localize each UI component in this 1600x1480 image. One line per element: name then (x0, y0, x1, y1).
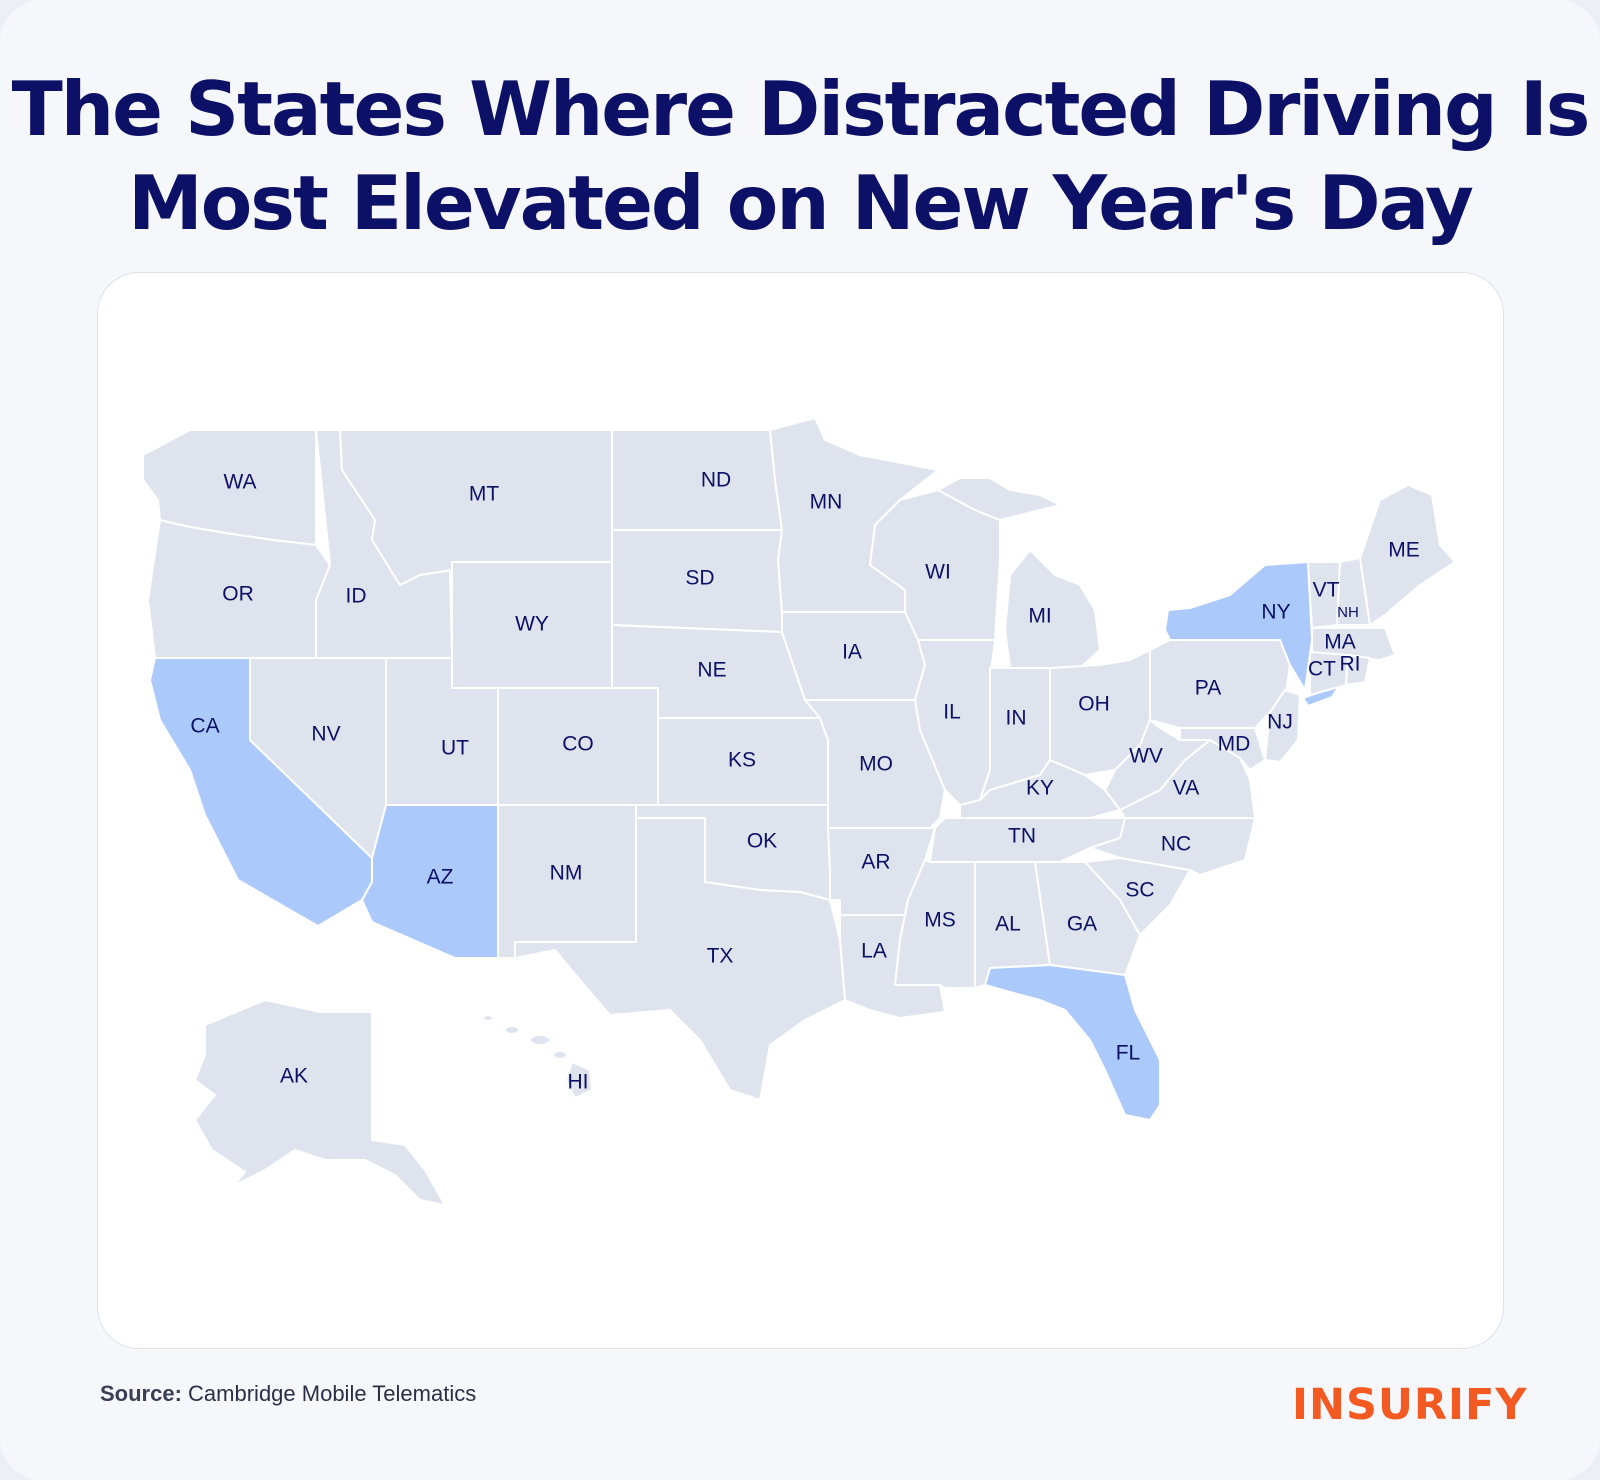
label-nc: NC (1161, 833, 1191, 856)
state-ri (1345, 654, 1371, 686)
label-md: MD (1218, 733, 1251, 756)
state-me (1359, 484, 1456, 626)
label-mt: MT (469, 483, 499, 506)
label-ok: OK (747, 830, 777, 853)
label-ar: AR (861, 851, 890, 874)
state-mi (1004, 549, 1101, 669)
label-nm: NM (550, 862, 583, 885)
source-label: Source: (100, 1381, 182, 1406)
label-ny: NY (1261, 601, 1290, 624)
label-hi: HI (568, 1071, 589, 1094)
logo-text: INSURIFY (1292, 1380, 1528, 1430)
label-oh: OH (1078, 693, 1110, 716)
state-hi (482, 1014, 593, 1099)
label-va: VA (1173, 777, 1199, 800)
label-ks: KS (728, 749, 756, 772)
label-sc: SC (1125, 879, 1154, 902)
label-ga: GA (1067, 913, 1097, 936)
label-mi: MI (1028, 605, 1051, 628)
label-tx: TX (707, 945, 734, 968)
state-fl (984, 964, 1161, 1121)
label-ne: NE (697, 659, 726, 682)
state-ak (194, 999, 446, 1213)
label-wv: WV (1129, 745, 1163, 768)
label-nd: ND (701, 469, 731, 492)
label-la: LA (861, 940, 887, 963)
title-line-2: Most Elevated on New Year's Day (128, 159, 1474, 247)
state-md (1179, 727, 1266, 771)
label-wa: WA (223, 471, 256, 494)
source-text: Cambridge Mobile Telematics (188, 1381, 477, 1406)
label-ms: MS (924, 909, 956, 932)
page-title: The States Where Distracted Driving Is M… (0, 62, 1600, 250)
label-sd: SD (685, 567, 714, 590)
label-wi: WI (925, 561, 951, 584)
label-nv: NV (311, 723, 340, 746)
label-al: AL (995, 913, 1021, 936)
label-fl: FL (1116, 1042, 1141, 1065)
state-ma (1311, 627, 1396, 661)
label-or: OR (222, 583, 254, 606)
label-pa: PA (1195, 677, 1221, 700)
label-ct: CT (1308, 658, 1336, 681)
label-co: CO (562, 733, 594, 756)
state-tx (514, 817, 846, 1101)
title-line-1: The States Where Distracted Driving Is (11, 65, 1591, 153)
label-id: ID (346, 585, 367, 608)
state-wi (869, 489, 1001, 641)
label-ky: KY (1026, 777, 1054, 800)
label-tn: TN (1008, 825, 1036, 848)
label-az: AZ (427, 866, 454, 889)
label-me: ME (1388, 539, 1420, 562)
state-mi-upper-peninsula (937, 477, 1061, 521)
label-ma: MA (1324, 631, 1356, 654)
insurify-logo: INSURIFY (1292, 1376, 1527, 1430)
label-ca: CA (190, 715, 219, 738)
source-note: Source: Cambridge Mobile Telematics (100, 1381, 476, 1407)
label-in: IN (1006, 707, 1027, 730)
state-nc (1089, 817, 1256, 876)
label-ak: AK (280, 1065, 308, 1088)
label-ut: UT (441, 737, 469, 760)
state-ny (1164, 561, 1313, 691)
label-mn: MN (810, 491, 843, 514)
label-vt: VT (1313, 579, 1340, 602)
label-mo: MO (859, 753, 893, 776)
label-il: IL (943, 701, 961, 724)
label-nh: NH (1337, 604, 1359, 621)
label-wy: WY (515, 613, 549, 636)
state-nj (1264, 689, 1301, 763)
state-nd (611, 429, 783, 531)
label-ia: IA (842, 641, 862, 664)
label-nj: NJ (1267, 711, 1293, 734)
label-ri: RI (1340, 653, 1361, 676)
